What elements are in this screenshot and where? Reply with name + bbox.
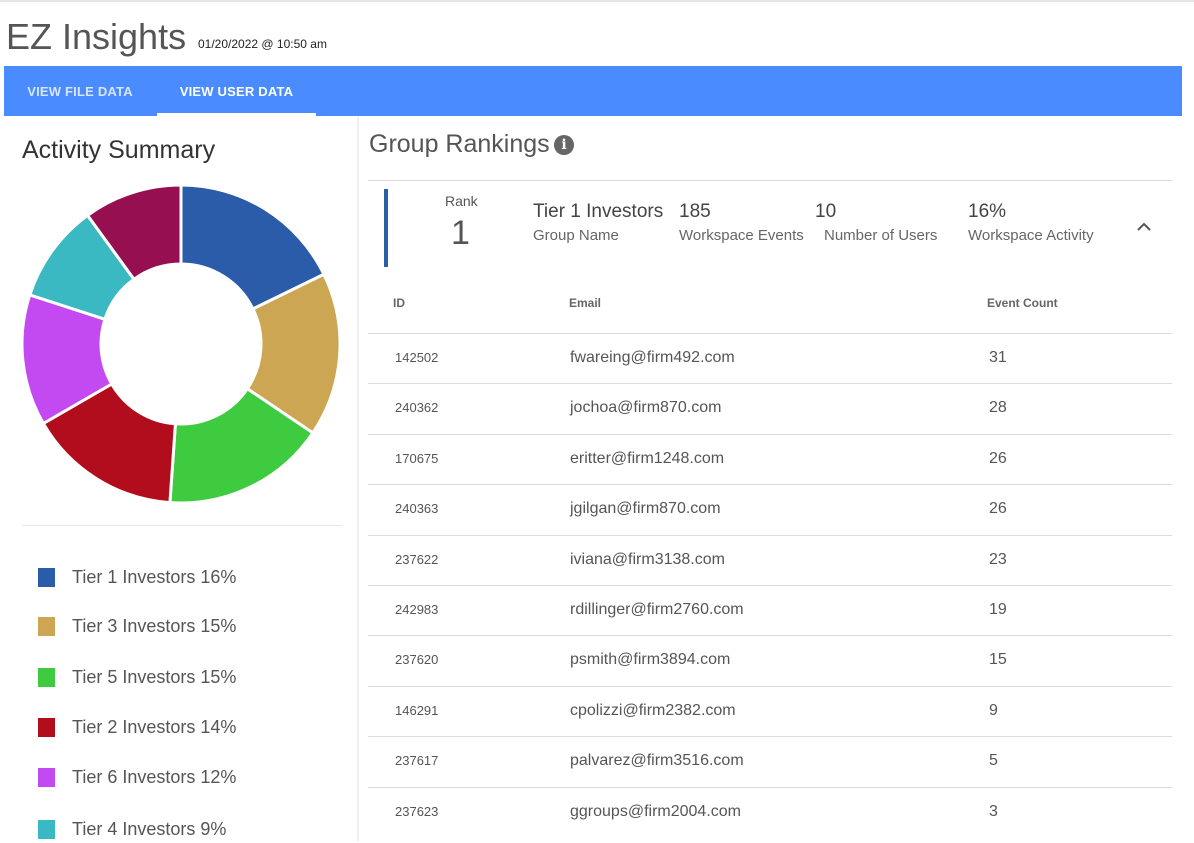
legend-item[interactable]: Tier 5 Investors 15% [38,663,300,691]
app-title: EZ Insights [6,16,187,57]
chevron-up-icon[interactable] [1134,217,1154,237]
event-count-cell: 5 [989,752,998,770]
legend-item[interactable]: Tier 4 Investors 9% [38,815,300,843]
legend-item[interactable]: Tier 1 Investors 16% [38,563,300,591]
tab-bar: VIEW FILE DATA VIEW USER DATA [4,66,1182,116]
table-row[interactable]: 240363 jgilgan@firm870.com 26 [368,484,1172,535]
legend-divider [22,525,342,526]
table-row[interactable]: 237617 palvarez@firm3516.com 5 [368,736,1172,787]
legend-label: Tier 6 Investors 12% [72,766,237,787]
number-of-users-value: 10 [815,201,837,222]
column-header-id[interactable]: ID [393,296,405,310]
table-row[interactable]: 237623 ggroups@firm2004.com 3 [368,786,1172,838]
last-updated-timestamp: 01/20/2022 @ 10:50 am [198,37,327,51]
user-id-cell: 237617 [395,753,439,769]
app-header: EZ Insights 01/20/2022 @ 10:50 am [0,12,1194,62]
table-row[interactable]: 237622 iviana@firm3138.com 23 [368,534,1172,586]
user-email-cell: iviana@firm3138.com [570,550,725,568]
workspace-activity-value: 16% [968,201,1007,222]
group-rankings-title: Group Rankings [369,130,550,158]
table-row[interactable]: 142502 fwareing@firm492.com 31 [368,333,1172,384]
column-header-event-count[interactable]: Event Count [987,296,1058,310]
table-row[interactable]: 242983 rdillinger@firm2760.com 19 [368,585,1172,636]
user-email-cell: jochoa@firm870.com [570,399,722,417]
event-count-cell: 28 [989,399,1007,417]
active-tab-indicator [157,113,316,116]
event-count-cell: 3 [989,802,998,820]
group-summary-card: Rank 1 Tier 1 Investors Group Name 185 W… [368,180,1172,281]
user-email-cell: psmith@firm3894.com [570,651,731,669]
activity-summary-title: Activity Summary [22,136,216,164]
event-count-cell: 26 [989,449,1007,467]
group-name-value: Tier 1 Investors [533,201,664,222]
table-row[interactable]: 237620 psmith@firm3894.com 15 [368,635,1172,686]
legend-item[interactable]: Tier 2 Investors 14% [38,713,300,741]
tab-view-file-data[interactable]: VIEW FILE DATA [4,66,156,116]
event-count-cell: 19 [989,601,1007,618]
user-id-cell: 237623 [395,803,439,819]
user-id-cell: 146291 [395,702,439,718]
event-count-cell: 15 [989,651,1007,669]
rank-accent-bar [384,189,388,267]
rank-caption: Rank [445,193,478,209]
workspace-events-value: 185 [679,201,711,222]
number-of-users-caption: Number of Users [824,227,938,244]
legend-swatch [38,567,55,587]
legend-label: Tier 4 Investors 9% [72,818,227,839]
tab-label: VIEW USER DATA [179,83,294,99]
tab-view-user-data[interactable]: VIEW USER DATA [157,66,316,116]
legend-swatch [38,717,55,737]
event-count-cell: 9 [989,701,998,719]
legend-swatch [38,616,55,636]
user-email-cell: palvarez@firm3516.com [570,752,744,770]
user-email-cell: eritter@firm1248.com [570,449,725,467]
event-count-cell: 23 [989,550,1007,568]
workspace-events-caption: Workspace Events [679,227,804,244]
legend-swatch [38,819,55,839]
table-row[interactable]: 170675 eritter@firm1248.com 26 [368,433,1172,485]
legend-label: Tier 5 Investors 15% [72,666,237,687]
tab-label: VIEW FILE DATA [27,83,133,99]
user-id-cell: 170675 [395,450,439,466]
top-rule [0,0,1194,2]
group-rankings-panel: Group Rankings i Rank 1 Tier 1 Investors… [368,117,1172,841]
user-id-cell: 240362 [395,400,439,416]
workspace-activity-caption: Workspace Activity [968,227,1094,244]
activity-summary-panel: Activity Summary Tier 1 Investors 16% Tie… [4,117,357,841]
info-icon[interactable]: i [554,135,574,155]
user-id-cell: 242983 [395,602,439,617]
user-id-cell: 237620 [395,652,439,668]
panel-divider [357,117,359,841]
legend-swatch [38,767,55,787]
column-header-email[interactable]: Email [569,296,602,310]
legend-label: Tier 1 Investors 16% [72,566,237,587]
user-email-cell: jgilgan@firm870.com [570,500,721,518]
user-email-cell: cpolizzi@firm2382.com [570,701,736,719]
legend-swatch [38,667,55,687]
event-count-cell: 31 [989,349,1007,366]
legend-item[interactable]: Tier 3 Investors 15% [38,612,300,640]
group-name-caption: Group Name [533,227,619,244]
activity-donut-chart [21,184,341,504]
user-email-cell: ggroups@firm2004.com [570,802,741,820]
event-count-cell: 26 [989,500,1007,518]
legend-item[interactable]: Tier 6 Investors 12% [38,763,300,791]
donut-slice[interactable] [85,184,183,282]
table-row[interactable]: 240362 jochoa@firm870.com 28 [368,383,1172,434]
user-email-cell: fwareing@firm492.com [570,349,735,366]
user-id-cell: 142502 [395,350,439,365]
user-id-cell: 240363 [395,501,439,517]
user-email-cell: rdillinger@firm2760.com [570,601,744,618]
legend-label: Tier 2 Investors 14% [72,716,237,737]
user-id-cell: 237622 [395,551,439,567]
donut-slice[interactable] [179,184,326,311]
rank-number: 1 [451,214,470,252]
legend-label: Tier 3 Investors 15% [72,615,237,636]
table-row[interactable]: 146291 cpolizzi@firm2382.com 9 [368,685,1172,737]
